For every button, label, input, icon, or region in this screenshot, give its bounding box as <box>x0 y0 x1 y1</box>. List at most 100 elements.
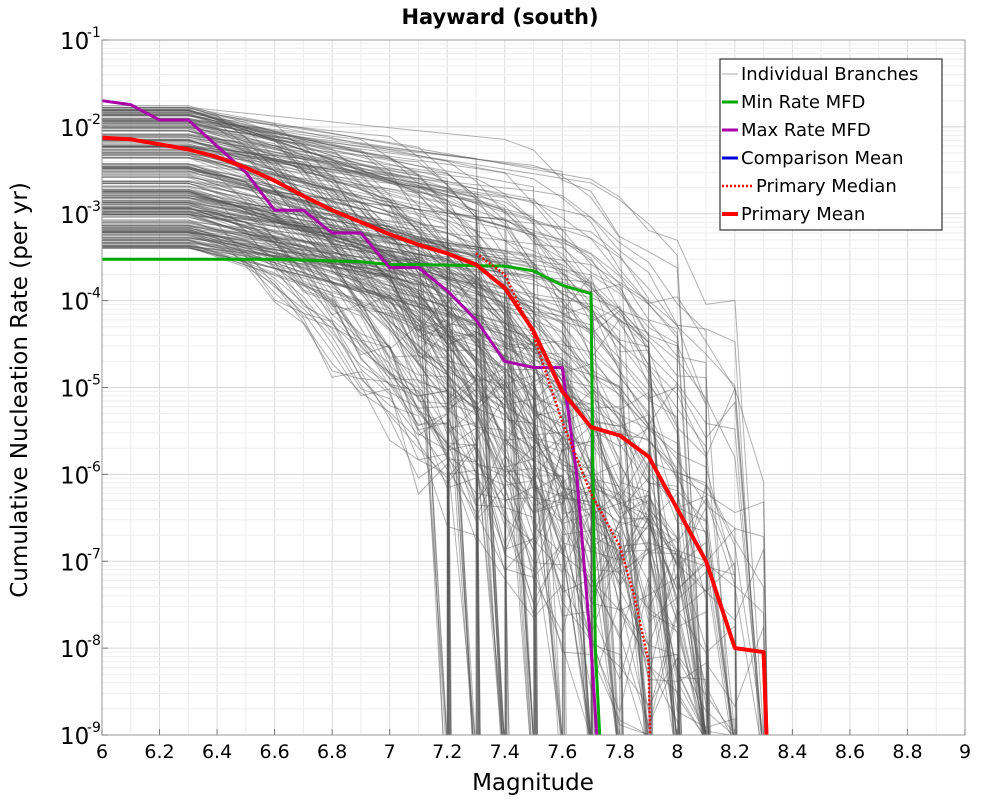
branch-line <box>102 108 763 736</box>
branch-line <box>102 163 711 736</box>
branch-line <box>102 114 507 736</box>
branch-line <box>102 123 539 736</box>
branch-line <box>102 167 765 736</box>
branch-line <box>102 195 710 736</box>
branch-line <box>102 125 480 736</box>
branch-line <box>102 215 737 736</box>
branch-line <box>102 244 590 736</box>
branch-line <box>102 145 710 736</box>
y-tick-base: 10 <box>60 637 89 663</box>
legend-label: Min Rate MFD <box>741 92 865 113</box>
branch-line <box>102 134 677 736</box>
branch-line <box>102 191 593 736</box>
branch-line <box>102 205 534 736</box>
y-tick-base: 10 <box>60 550 89 576</box>
branch-line <box>102 136 709 736</box>
branch-line <box>102 232 592 736</box>
branch-line <box>102 237 562 736</box>
branch-line <box>102 188 592 736</box>
x-tick-label: 8.6 <box>835 741 865 763</box>
branch-line <box>102 200 707 736</box>
branch-line <box>102 163 675 736</box>
branch-line <box>102 246 449 736</box>
branch-line <box>102 232 734 736</box>
branch-line <box>102 114 590 736</box>
branch-line <box>102 157 648 736</box>
branch-line <box>102 225 449 736</box>
branch-line <box>102 210 675 736</box>
branch-line <box>102 115 651 736</box>
y-tick-exponent: -3 <box>87 199 101 215</box>
branch-line <box>102 112 619 736</box>
y-tick-base: 10 <box>60 724 89 750</box>
y-tick-exponent: -6 <box>87 459 101 475</box>
branch-line <box>102 239 592 736</box>
branch-line <box>102 242 679 736</box>
y-tick-exponent: -7 <box>87 546 101 562</box>
branch-line <box>102 245 590 736</box>
branch-line <box>102 208 677 736</box>
branch-line <box>102 166 503 736</box>
x-tick-label: 6 <box>96 741 108 763</box>
branch-line <box>102 170 734 736</box>
branch-line <box>102 109 763 736</box>
branch-line <box>102 136 733 736</box>
y-tick-base: 10 <box>60 290 89 316</box>
branch-line <box>102 244 653 736</box>
y-tick-exponent: -1 <box>87 25 101 41</box>
branch-line <box>102 241 737 736</box>
branch-line <box>102 219 768 736</box>
x-tick-label: 7.6 <box>547 741 577 763</box>
legend-label: Comparison Mean <box>741 148 904 169</box>
legend: Individual Branches Min Rate MFD Max Rate … <box>719 58 943 231</box>
branch-line <box>102 247 564 736</box>
x-tick-label: 8.4 <box>777 741 807 763</box>
branch-line <box>102 108 763 736</box>
branch-line <box>102 197 735 736</box>
branch-line <box>102 172 737 736</box>
branch-line <box>102 222 563 736</box>
branch-line <box>102 203 674 736</box>
branch-line <box>102 168 682 736</box>
branch-line <box>102 138 503 736</box>
branch-line <box>102 175 682 736</box>
branch-line <box>102 243 477 736</box>
branch-line <box>102 224 537 736</box>
branch-line <box>102 113 450 736</box>
branch-line <box>102 156 481 736</box>
individual-branches <box>102 105 769 736</box>
legend-label: Individual Branches <box>741 64 918 85</box>
branch-line <box>102 165 704 736</box>
legend-box <box>719 58 943 231</box>
branch-line <box>102 128 624 736</box>
branch-line <box>102 192 538 736</box>
branch-line <box>102 211 732 736</box>
branch-line <box>102 196 531 736</box>
branch-line <box>102 128 566 736</box>
branch-line <box>102 173 448 736</box>
branch-line <box>102 167 734 736</box>
branch-line <box>102 120 682 736</box>
branch-line <box>102 247 711 736</box>
branch-line <box>102 146 679 736</box>
branch-line <box>102 164 737 736</box>
branch-line <box>102 182 645 736</box>
x-tick-label: 8 <box>671 741 683 763</box>
branch-line <box>102 224 653 736</box>
branch-line <box>102 222 679 736</box>
branch-line <box>102 107 765 736</box>
y-tick-exponent: -9 <box>87 720 101 736</box>
y-tick-exponent: -5 <box>87 373 101 389</box>
branch-line <box>102 183 680 736</box>
branch-line <box>102 236 591 736</box>
branch-line <box>102 130 507 736</box>
branch-line <box>102 185 561 736</box>
branch-line <box>102 233 645 736</box>
branch-line <box>102 115 764 736</box>
y-tick-base: 10 <box>60 116 89 142</box>
branch-line <box>102 237 647 736</box>
legend-label: Primary Median <box>756 176 897 197</box>
branch-line <box>102 191 677 736</box>
branch-line <box>102 213 734 736</box>
branch-line <box>102 206 475 736</box>
